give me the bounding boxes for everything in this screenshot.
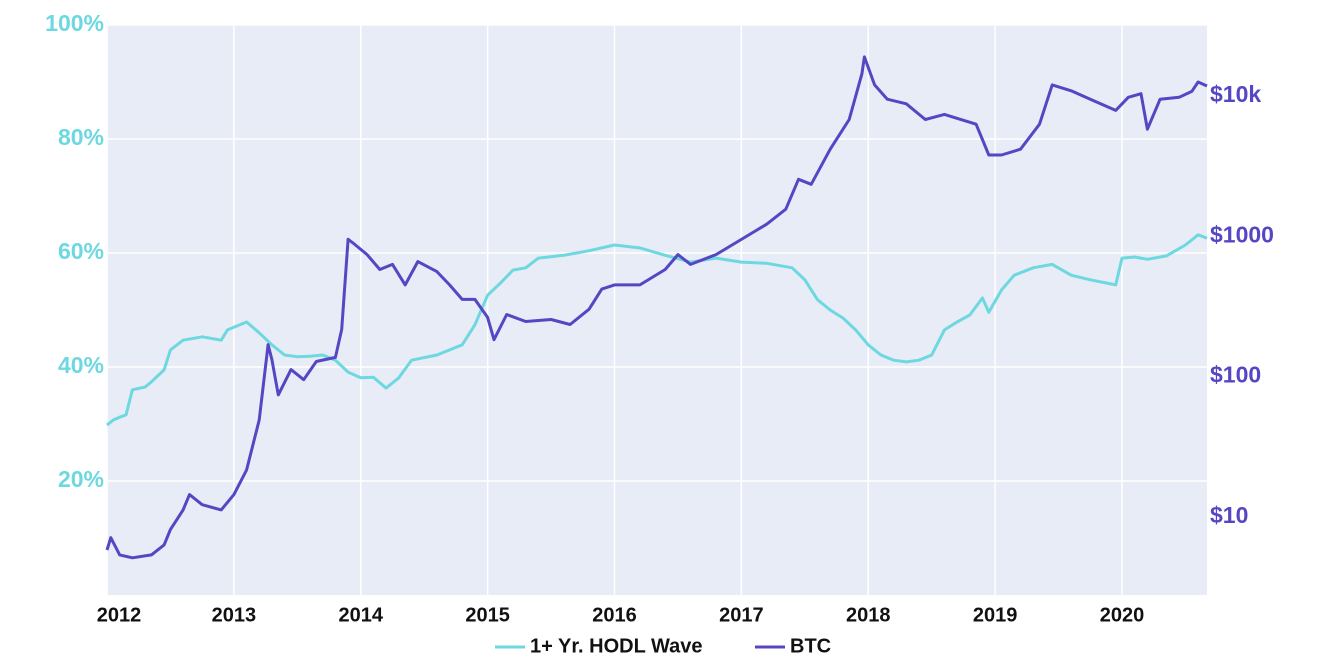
x-tick-label: 2014	[338, 604, 383, 626]
legend-label: BTC	[790, 635, 831, 657]
y-tick-label: 100%	[45, 10, 104, 36]
y2-tick-label: $10	[1210, 502, 1248, 528]
y-tick-label: 40%	[58, 352, 104, 378]
y-tick-label: 20%	[58, 466, 104, 492]
y2-tick-label: $100	[1210, 362, 1261, 388]
y2-tick-label: $10k	[1210, 81, 1261, 107]
plot-area	[107, 25, 1207, 595]
y-tick-label: 60%	[58, 238, 104, 264]
x-tick-label: 2020	[1100, 604, 1145, 626]
legend-label: 1+ Yr. HODL Wave	[530, 635, 703, 657]
x-tick-label: 2017	[719, 604, 764, 626]
y-tick-label: 80%	[58, 124, 104, 150]
data-line	[105, 55, 1208, 560]
y2-tick-label: $1000	[1210, 221, 1274, 247]
x-tick-label: 2016	[592, 604, 637, 626]
x-tick-label: 2013	[212, 604, 257, 626]
x-tick-label: 2019	[973, 604, 1018, 626]
data-line	[106, 233, 1208, 427]
x-tick-label: 2018	[846, 604, 891, 626]
x-tick-label: 2015	[465, 604, 510, 626]
x-tick-label: 2012	[97, 604, 142, 626]
